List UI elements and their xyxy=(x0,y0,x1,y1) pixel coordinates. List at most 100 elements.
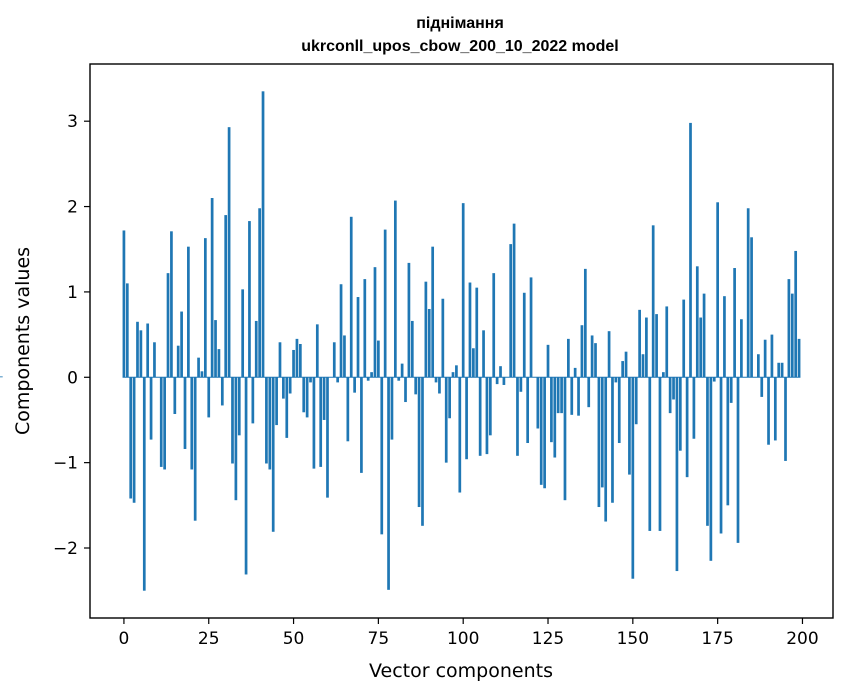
bar xyxy=(254,320,258,378)
bar xyxy=(393,200,397,378)
bar xyxy=(797,338,801,378)
bar xyxy=(292,349,295,378)
bar xyxy=(434,377,438,383)
bar xyxy=(312,377,316,469)
bar xyxy=(699,317,703,378)
bar xyxy=(390,377,394,440)
bar xyxy=(784,377,787,461)
bar xyxy=(760,377,764,397)
bar xyxy=(356,297,360,378)
bar xyxy=(271,377,275,532)
bar xyxy=(594,343,597,378)
bar xyxy=(332,342,336,378)
bar xyxy=(370,372,373,378)
x-axis-label: Vector components xyxy=(369,660,553,682)
bar xyxy=(438,377,441,394)
bar xyxy=(746,208,750,378)
bar xyxy=(251,377,255,424)
bar xyxy=(550,377,553,443)
bar xyxy=(322,377,326,420)
bar xyxy=(339,284,343,378)
bar xyxy=(719,377,723,534)
bar xyxy=(678,377,682,451)
y-axis-label: Components values xyxy=(12,247,34,435)
bar xyxy=(777,362,781,378)
bar xyxy=(488,377,492,436)
bar xyxy=(458,377,462,493)
bar xyxy=(658,377,662,531)
bar xyxy=(285,377,289,438)
bar xyxy=(607,331,611,378)
bar xyxy=(706,377,709,526)
bar xyxy=(278,342,282,378)
bar xyxy=(417,377,421,508)
bar xyxy=(383,229,387,378)
bar xyxy=(611,377,614,503)
bar xyxy=(176,345,180,378)
bar xyxy=(220,377,224,406)
bar xyxy=(210,198,214,378)
bar xyxy=(397,377,401,381)
bar xyxy=(695,266,699,378)
bar xyxy=(740,319,743,378)
bar xyxy=(125,283,129,378)
bar xyxy=(298,343,302,378)
bar xyxy=(427,308,431,378)
bar xyxy=(573,367,577,378)
bar xyxy=(268,377,272,470)
bar xyxy=(689,122,692,378)
y-tick-label: 2 xyxy=(67,198,78,218)
bar xyxy=(187,246,190,378)
bar xyxy=(451,372,455,378)
bar xyxy=(587,377,591,408)
x-axis-ticks: 0 25 50 75 100 125 150 175 200 xyxy=(119,618,819,649)
x-tick-label: 25 xyxy=(198,629,220,649)
bar xyxy=(431,246,435,378)
bar xyxy=(149,377,153,440)
bar xyxy=(475,287,479,378)
bar xyxy=(309,377,312,383)
bar xyxy=(536,377,540,429)
bar xyxy=(455,365,458,378)
bar xyxy=(485,377,489,455)
bar xyxy=(780,362,784,378)
bar xyxy=(482,330,485,378)
bar xyxy=(790,293,794,378)
bar xyxy=(628,377,631,475)
bar xyxy=(723,296,726,378)
bar xyxy=(407,262,411,378)
bar xyxy=(261,91,265,378)
y-axis-ticks: −2 −1 0 1 2 3 xyxy=(53,112,90,559)
x-tick-label: 0 xyxy=(119,629,130,649)
bar xyxy=(363,279,367,378)
bar xyxy=(472,348,475,378)
chart-subtitle: ukrconll_upos_cbow_200_10_2022 model xyxy=(301,38,618,55)
bar xyxy=(709,377,713,561)
x-tick-label: 175 xyxy=(701,629,733,649)
x-tick-label: 100 xyxy=(447,629,479,649)
bar xyxy=(380,377,384,535)
bar xyxy=(248,221,251,378)
y-tick-label: 0 xyxy=(67,368,78,388)
bar xyxy=(448,377,451,419)
y-tick-label: 1 xyxy=(67,283,78,303)
bar xyxy=(648,377,652,531)
bar xyxy=(343,335,346,378)
bar xyxy=(421,377,424,526)
bar xyxy=(621,361,625,378)
bar xyxy=(617,377,621,444)
bar xyxy=(631,377,635,579)
bar xyxy=(638,309,641,378)
bar xyxy=(757,354,760,378)
bar xyxy=(546,344,550,378)
y-tick-label: 3 xyxy=(67,112,78,132)
bar xyxy=(519,377,523,392)
bar xyxy=(197,357,200,378)
bar xyxy=(787,279,791,378)
bar xyxy=(522,292,526,378)
bar xyxy=(207,377,211,418)
bar xyxy=(200,371,204,378)
bar xyxy=(142,377,146,591)
bar xyxy=(224,215,228,378)
x-tick-label: 75 xyxy=(368,629,390,649)
